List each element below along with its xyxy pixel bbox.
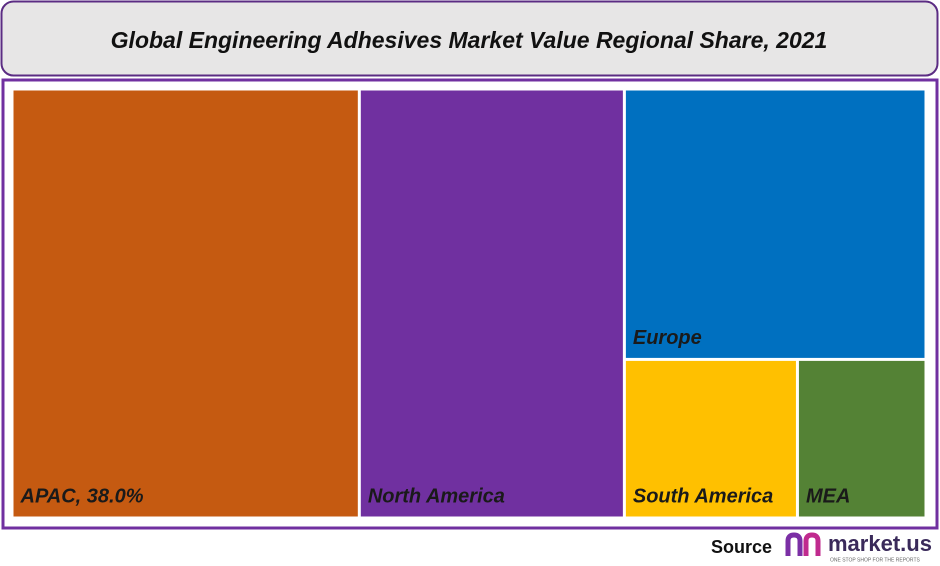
tile: APAC xyxy=(13,90,358,517)
tile xyxy=(798,360,925,517)
tile xyxy=(625,360,796,517)
source-label: Source xyxy=(711,537,772,557)
tile-label: North America xyxy=(368,486,505,508)
tile xyxy=(625,90,925,358)
tile-label: South America xyxy=(633,486,773,508)
tile-label: MEA xyxy=(806,486,850,508)
value-label: APAC, 38.0% xyxy=(20,486,144,508)
logo-icon xyxy=(785,532,821,556)
treemap: APACAPAC, 38.0% North America Europe South … xyxy=(13,90,925,517)
chart-title: Global Engineering Adhesives Market Valu… xyxy=(111,27,828,53)
logo-text: market.us xyxy=(828,531,932,556)
tile xyxy=(360,90,623,517)
tile-label: Europe xyxy=(633,327,702,349)
logo-tagline: ONE STOP SHOP FOR THE REPORTS xyxy=(830,557,921,563)
title-box xyxy=(0,0,939,77)
